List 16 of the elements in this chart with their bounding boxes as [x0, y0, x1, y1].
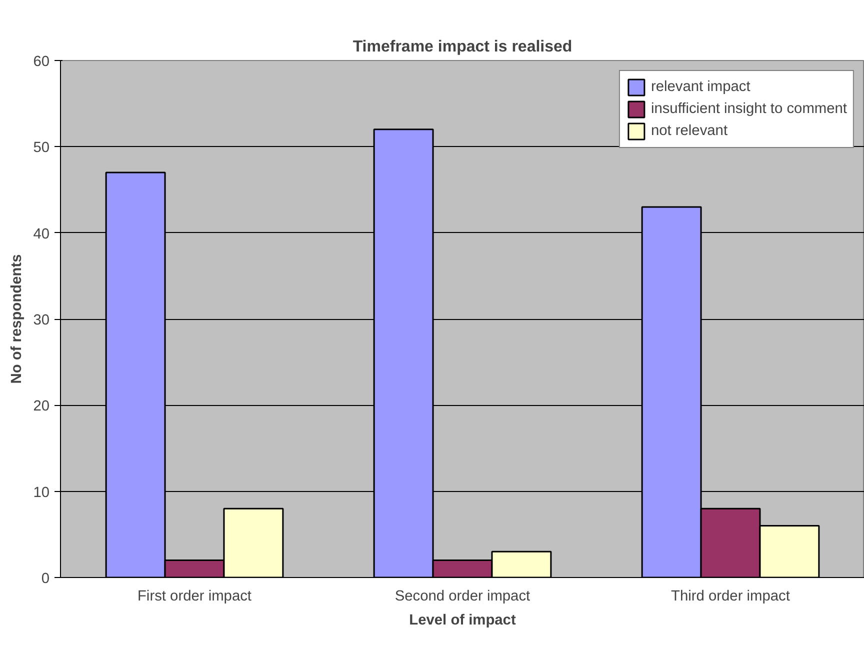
x-axis-title: Level of impact [409, 612, 516, 628]
legend-label: not relevant [650, 123, 728, 139]
chart-title: Timeframe impact is realised [352, 38, 572, 56]
y-tick-label: 30 [33, 312, 50, 328]
y-axis-title: No of respondents [9, 254, 26, 384]
legend-label: relevant impact [650, 79, 750, 95]
y-tick-label: 20 [33, 398, 50, 415]
x-tick-label: First order impact [137, 588, 252, 604]
x-tick-label: Third order impact [671, 588, 790, 604]
y-tick-label: 40 [33, 226, 50, 242]
x-tick-label: Second order impact [394, 588, 530, 604]
legend-label: insufficient insight to comment [650, 101, 847, 117]
y-tick-label: 10 [33, 484, 50, 501]
y-tick-label: 0 [41, 571, 50, 587]
y-tick-label: 60 [33, 54, 50, 70]
y-tick-label: 50 [33, 140, 50, 156]
